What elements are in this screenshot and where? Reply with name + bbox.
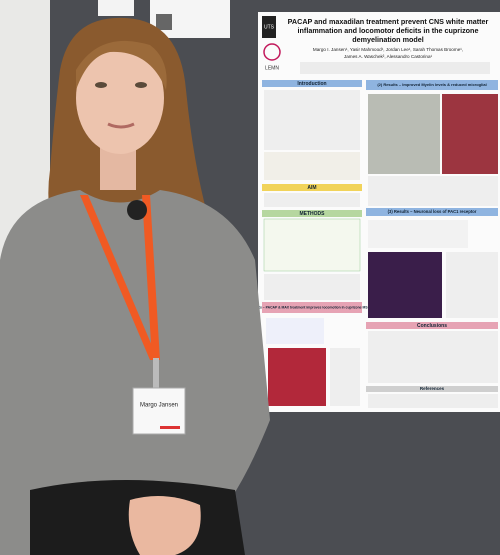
section-title: Introduction [297, 81, 326, 87]
logo-box [262, 16, 276, 38]
section-title: METHODS [300, 211, 326, 217]
microscopy-figure [368, 252, 442, 318]
qr-code [156, 14, 172, 30]
section-header [366, 208, 498, 216]
poster-title: demyelination model [352, 35, 424, 44]
figure [264, 152, 360, 180]
figure [263, 218, 361, 272]
section-title: Conclusions [417, 323, 447, 329]
badge-logo [160, 426, 180, 429]
badge-clip [153, 358, 159, 388]
face [76, 42, 164, 154]
section-header [262, 184, 362, 191]
eye [135, 82, 147, 88]
logo-mark [263, 43, 281, 61]
section-header [366, 80, 498, 90]
chart-figure [266, 318, 324, 344]
logo-text: LEMN [265, 65, 279, 71]
logo-text: UTS [264, 24, 275, 30]
poster-authors: Margo I. Jansen¹, Yasir Mahmood¹, Jordan… [313, 47, 463, 52]
lapel-mic [127, 200, 147, 220]
affiliations [300, 62, 490, 74]
person: Margo Jansen [0, 17, 270, 555]
section-header [366, 386, 498, 392]
microscopy-figure [442, 94, 498, 174]
section-header [262, 210, 362, 217]
sweater [0, 190, 270, 555]
text-block [368, 176, 498, 206]
section-header [262, 302, 362, 313]
poster: UTS LEMN PACAP and maxadilan treatment p… [245, 12, 500, 412]
microscopy-figure [368, 94, 440, 174]
section-title: (i) Results – PACAP & MAX treatment impr… [245, 305, 378, 309]
poster-title: PACAP and maxadilan treatment prevent CN… [288, 17, 489, 26]
section-title: (2) Results – Improved Myelin levels & r… [377, 82, 486, 87]
text-block [368, 331, 498, 383]
section-title: AIM [307, 185, 316, 191]
text-block [264, 274, 360, 300]
poster-title: inflammation and locomotor deficits in t… [298, 26, 479, 35]
section-header [366, 322, 498, 329]
lanyard [142, 195, 160, 360]
text-block [368, 394, 498, 408]
paper-note [98, 0, 134, 16]
text-block [264, 90, 360, 150]
lanyard [80, 195, 158, 360]
badge-name: Margo Jansen [140, 403, 178, 409]
section-header [262, 80, 362, 87]
text-block [264, 193, 360, 207]
microscopy-figure [268, 348, 326, 406]
text-block [330, 348, 360, 406]
chart-figure [446, 252, 498, 318]
section-title: (3) Results – Neuronal loss of PAC1 rece… [388, 209, 477, 214]
hands [128, 496, 201, 555]
section-title: References [420, 386, 445, 391]
hair-front [76, 40, 167, 90]
figure [368, 220, 468, 248]
poster-authors: James A. Waschek², Alessandro Castorina¹ [344, 54, 433, 59]
mouth [107, 122, 135, 129]
eye [95, 82, 107, 88]
